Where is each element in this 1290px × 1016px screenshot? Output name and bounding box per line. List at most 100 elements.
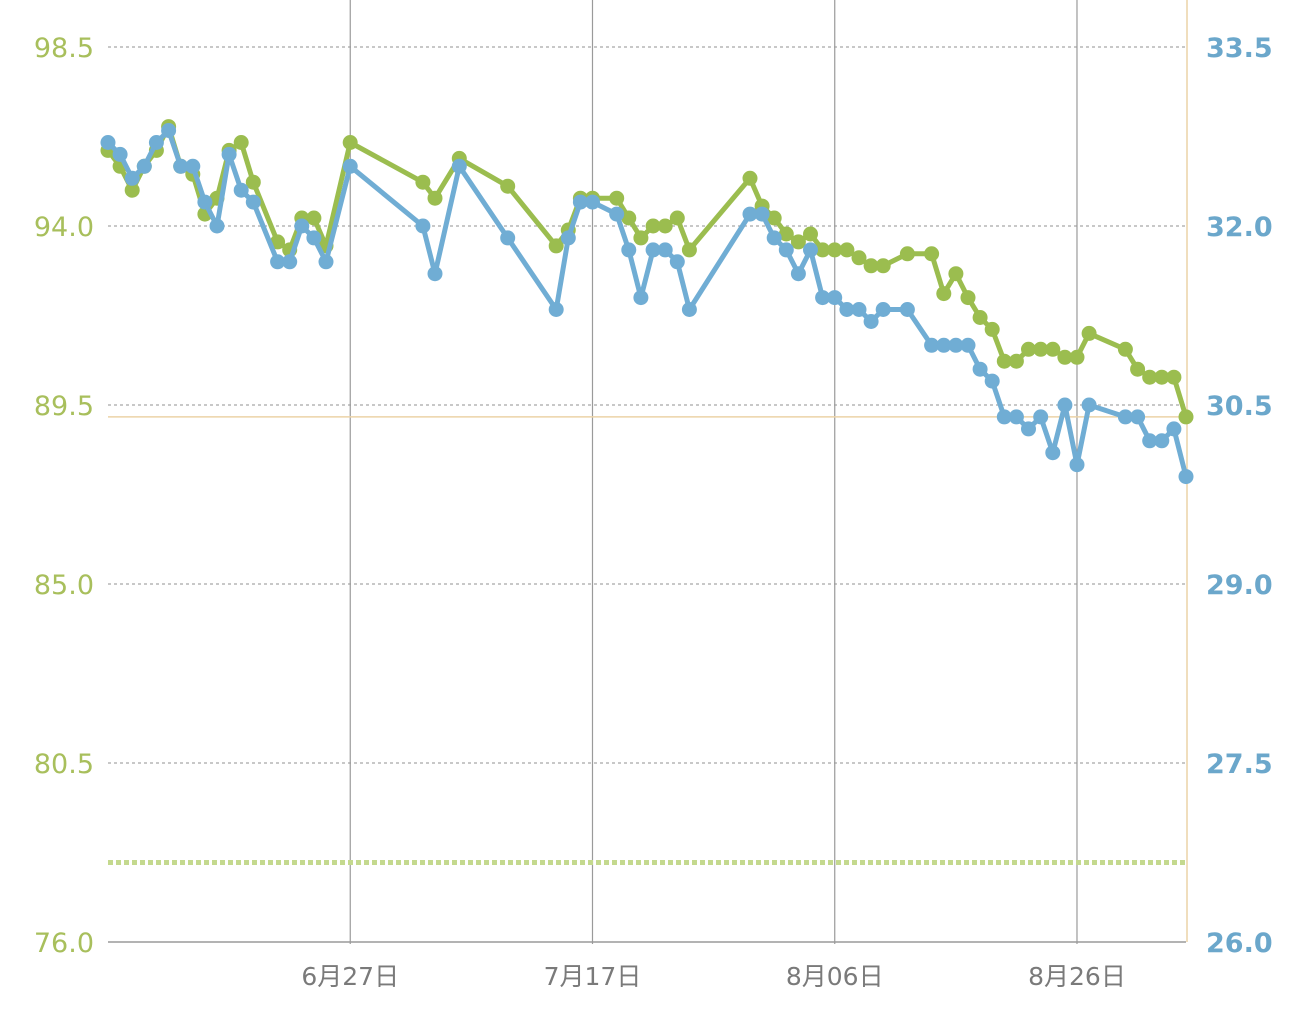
data-point-right bbox=[185, 158, 201, 174]
data-point-right bbox=[633, 290, 649, 306]
data-point-right bbox=[996, 409, 1012, 425]
data-point-left bbox=[815, 242, 831, 258]
data-point-right bbox=[1057, 397, 1073, 413]
data-point-right bbox=[1069, 457, 1085, 473]
data-point-right bbox=[124, 170, 140, 186]
left-tick-label: 80.5 bbox=[34, 749, 94, 780]
data-point-right bbox=[1178, 469, 1194, 485]
data-point-right bbox=[306, 230, 322, 246]
data-point-right bbox=[863, 314, 879, 329]
data-point-right bbox=[778, 242, 794, 258]
series-right bbox=[100, 123, 1194, 485]
data-point-right bbox=[1142, 433, 1158, 449]
data-point-right bbox=[1045, 445, 1061, 461]
data-point-right bbox=[972, 361, 988, 377]
data-point-right bbox=[148, 135, 164, 150]
data-point-left bbox=[548, 238, 564, 254]
data-point-right bbox=[1021, 421, 1036, 437]
data-point-right bbox=[851, 302, 867, 317]
data-point-left bbox=[124, 182, 140, 198]
data-point-left bbox=[972, 310, 988, 325]
data-point-right bbox=[815, 290, 831, 306]
data-point-left bbox=[342, 135, 358, 150]
data-point-right bbox=[669, 254, 685, 270]
data-point-right bbox=[657, 242, 673, 258]
data-point-left bbox=[863, 258, 879, 274]
data-point-left bbox=[270, 234, 286, 250]
data-point-left bbox=[875, 258, 891, 274]
data-point-right bbox=[548, 302, 564, 317]
data-point-right bbox=[803, 242, 818, 258]
data-point-right bbox=[415, 218, 431, 234]
x-tick-label: 6月27日 bbox=[301, 962, 399, 991]
data-point-right bbox=[960, 337, 976, 353]
data-point-right bbox=[245, 194, 261, 210]
data-point-left bbox=[803, 226, 818, 242]
right-tick-label: 29.0 bbox=[1206, 570, 1273, 601]
data-point-right bbox=[1166, 421, 1182, 437]
data-point-left bbox=[427, 190, 443, 206]
data-point-right bbox=[1130, 409, 1146, 425]
data-point-left bbox=[790, 234, 806, 250]
data-point-left bbox=[996, 353, 1012, 369]
data-point-right bbox=[899, 302, 915, 317]
data-point-right bbox=[112, 146, 128, 162]
data-point-right bbox=[609, 206, 625, 222]
data-point-left bbox=[984, 321, 1000, 337]
data-point-right bbox=[270, 254, 286, 270]
data-point-left bbox=[609, 190, 625, 206]
data-point-left bbox=[657, 218, 673, 234]
data-point-left bbox=[306, 210, 322, 226]
data-point-right bbox=[936, 337, 952, 353]
data-point-left bbox=[948, 266, 964, 282]
data-point-right bbox=[585, 194, 600, 210]
data-point-left bbox=[827, 242, 843, 258]
data-point-left bbox=[669, 210, 685, 226]
data-point-left bbox=[415, 174, 431, 190]
data-point-left bbox=[1057, 349, 1073, 365]
data-point-right bbox=[500, 230, 516, 246]
x-tick-label: 8月06日 bbox=[786, 962, 884, 991]
data-point-right bbox=[209, 218, 225, 234]
reference-lines bbox=[108, 416, 1186, 865]
data-point-left bbox=[1166, 369, 1182, 385]
right-tick-label: 30.5 bbox=[1206, 391, 1273, 422]
data-point-left bbox=[1117, 341, 1133, 357]
data-point-right bbox=[621, 242, 637, 258]
data-point-left bbox=[839, 242, 855, 258]
x-tick-label: 8月26日 bbox=[1028, 962, 1126, 991]
right-tick-label: 33.5 bbox=[1206, 33, 1273, 64]
left-tick-label: 76.0 bbox=[34, 928, 94, 959]
data-point-right bbox=[221, 146, 237, 162]
data-point-right bbox=[318, 254, 334, 270]
data-point-right bbox=[572, 194, 588, 210]
data-point-right bbox=[790, 266, 806, 282]
left-tick-label: 98.5 bbox=[34, 33, 94, 64]
data-point-right bbox=[197, 194, 213, 210]
right-tick-label: 26.0 bbox=[1206, 928, 1273, 959]
data-point-left bbox=[681, 242, 697, 258]
data-point-left bbox=[1081, 325, 1097, 341]
data-point-right bbox=[1154, 433, 1170, 449]
data-point-right bbox=[294, 218, 310, 234]
data-point-right bbox=[875, 302, 891, 317]
data-point-left bbox=[778, 226, 794, 242]
data-point-right bbox=[948, 337, 964, 353]
data-point-right bbox=[1033, 409, 1049, 425]
data-point-right bbox=[984, 373, 1000, 389]
data-point-right bbox=[766, 230, 782, 246]
data-point-right bbox=[100, 135, 116, 150]
data-point-right bbox=[136, 158, 152, 174]
series-group bbox=[100, 119, 1194, 485]
data-point-left bbox=[621, 210, 637, 226]
data-point-right bbox=[681, 302, 697, 317]
data-point-right bbox=[1117, 409, 1133, 425]
data-point-right bbox=[451, 158, 467, 174]
data-point-left bbox=[936, 286, 952, 302]
data-point-right bbox=[161, 123, 177, 138]
data-point-left bbox=[1021, 341, 1036, 357]
data-point-right bbox=[560, 230, 576, 246]
data-point-left bbox=[500, 178, 516, 194]
data-point-left bbox=[1154, 369, 1170, 385]
